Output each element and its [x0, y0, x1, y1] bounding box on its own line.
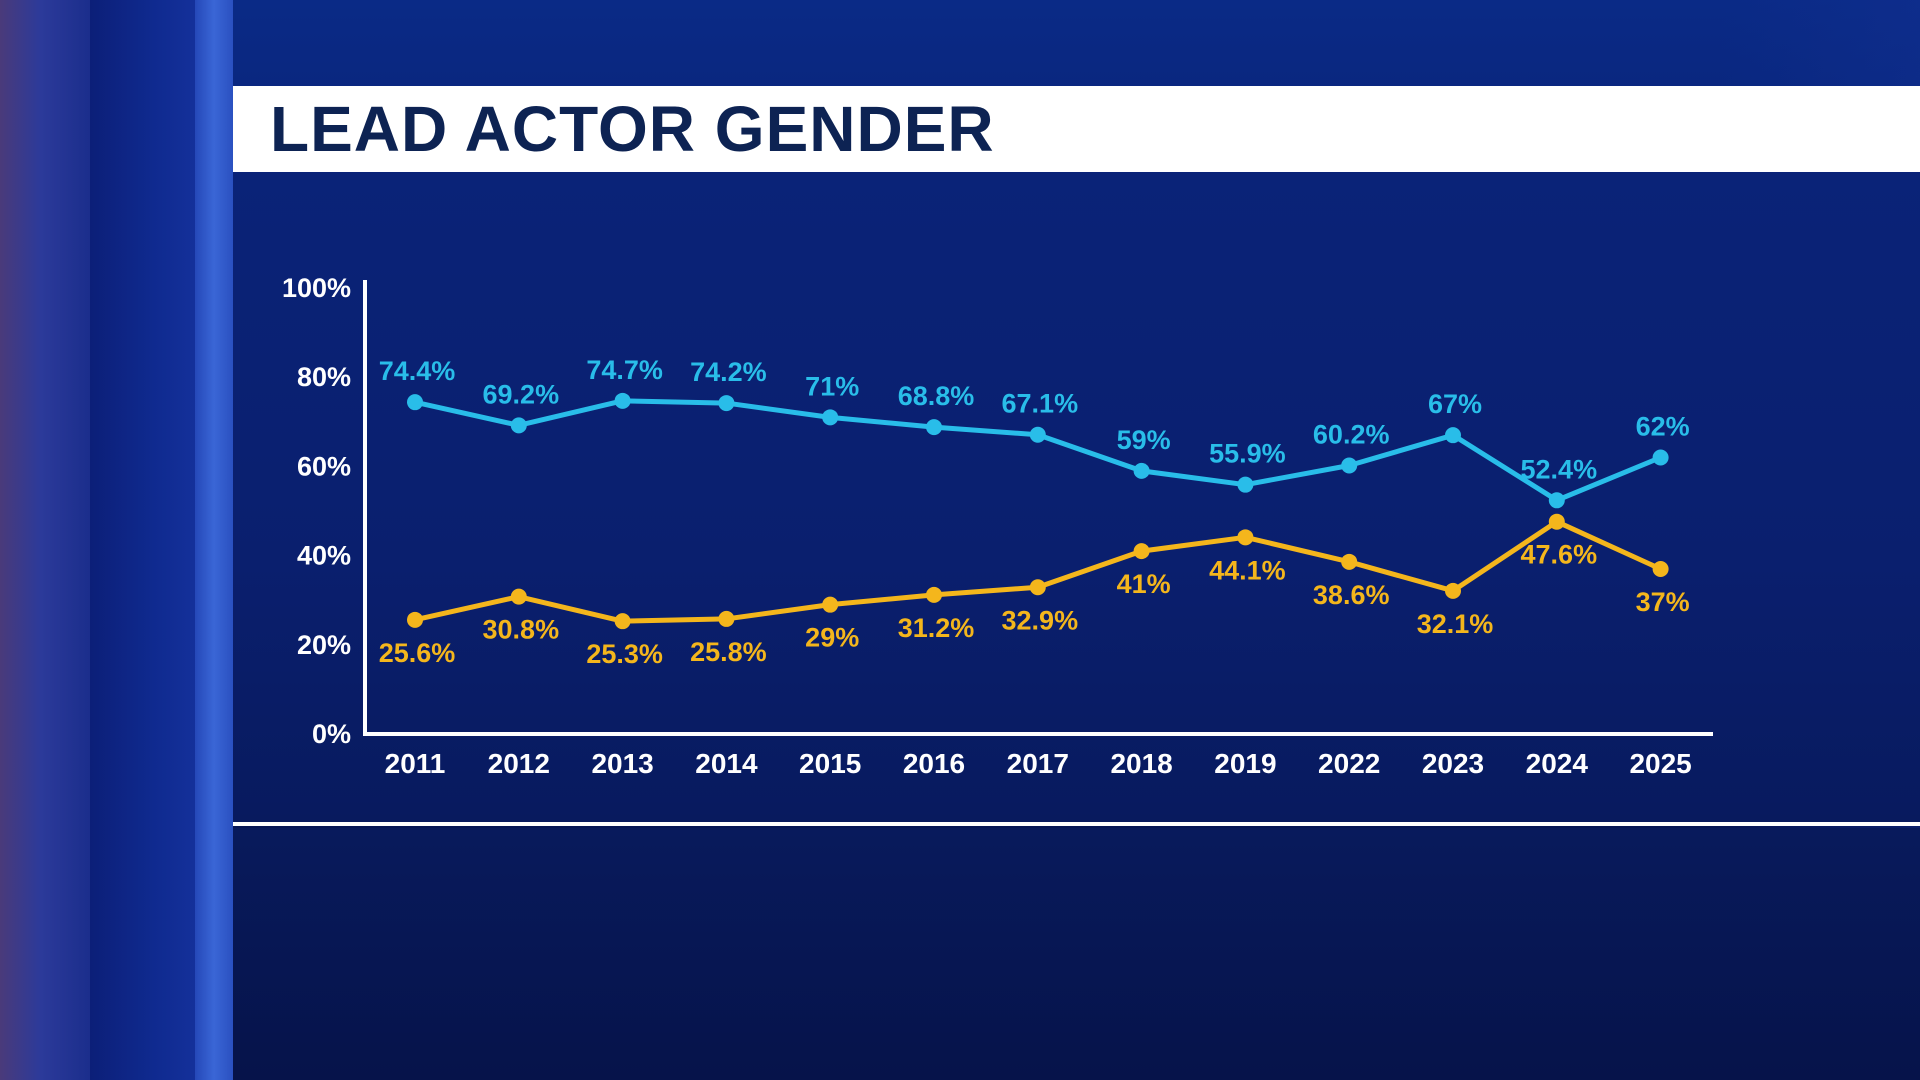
data-label: 41%	[1117, 569, 1171, 599]
x-tick-label: 2022	[1318, 748, 1380, 779]
data-point	[926, 586, 942, 603]
x-tick-label: 2013	[591, 748, 653, 779]
data-label: 38.6%	[1313, 580, 1390, 610]
data-label: 69.2%	[483, 379, 560, 409]
data-point	[1237, 476, 1254, 493]
data-point	[1133, 543, 1150, 560]
data-point	[1548, 513, 1565, 530]
data-label: 30.8%	[483, 615, 560, 645]
data-label: 25.6%	[379, 638, 456, 668]
x-tick-label: 2023	[1422, 748, 1484, 779]
x-tick-label: 2017	[1007, 748, 1069, 779]
data-label: 62%	[1636, 411, 1690, 441]
data-point	[718, 610, 735, 627]
data-label: 31.2%	[898, 613, 975, 643]
divider-rule	[233, 822, 1920, 826]
data-point	[1133, 462, 1150, 479]
data-point	[407, 611, 423, 628]
data-point	[1652, 449, 1669, 466]
y-tick-label: 40%	[297, 541, 351, 571]
data-point	[1341, 553, 1358, 570]
data-label: 67.1%	[1002, 389, 1079, 419]
x-tick-label: 2011	[385, 748, 446, 779]
data-point	[1652, 560, 1669, 577]
data-point	[1341, 457, 1358, 474]
data-label: 74.4%	[379, 356, 456, 386]
y-tick-label: 80%	[297, 362, 351, 392]
data-point	[1029, 579, 1046, 596]
x-tick-label: 2025	[1629, 748, 1691, 779]
data-point	[1548, 492, 1565, 509]
data-point	[822, 409, 839, 426]
studio-panel-accent	[195, 0, 233, 1080]
data-label: 74.2%	[690, 357, 767, 387]
x-tick-label: 2014	[695, 748, 758, 779]
data-point	[1445, 582, 1461, 599]
data-label: 37%	[1636, 587, 1690, 617]
chart-background	[233, 170, 1920, 825]
data-label: 71%	[805, 371, 859, 401]
data-point	[1445, 427, 1461, 444]
x-tick-label: 2018	[1110, 748, 1172, 779]
x-tick-label: 2019	[1214, 748, 1276, 779]
lower-background	[233, 828, 1920, 1080]
x-tick-label: 2024	[1526, 748, 1589, 779]
chart-title: LEAD ACTOR GENDER	[270, 93, 995, 165]
data-label: 25.8%	[690, 637, 767, 667]
data-label: 74.7%	[586, 355, 663, 385]
data-point	[510, 588, 527, 605]
data-point	[718, 395, 735, 412]
data-label: 25.3%	[586, 639, 663, 669]
data-label: 47.6%	[1521, 540, 1598, 570]
data-label: 68.8%	[898, 381, 975, 411]
data-point	[1237, 529, 1254, 546]
data-label: 52.4%	[1521, 454, 1598, 484]
y-tick-label: 60%	[297, 451, 351, 481]
studio-panel-left	[0, 0, 90, 1080]
data-label: 55.9%	[1209, 439, 1286, 469]
data-point	[926, 419, 942, 436]
title-bar	[233, 86, 1920, 172]
x-tick-label: 2016	[903, 748, 965, 779]
data-label: 44.1%	[1209, 555, 1286, 585]
data-point	[822, 596, 839, 613]
data-label: 67%	[1428, 389, 1482, 419]
data-point	[1029, 426, 1046, 443]
data-point	[407, 394, 423, 411]
data-point	[510, 417, 527, 434]
data-label: 60.2%	[1313, 420, 1390, 450]
data-label: 29%	[805, 623, 859, 653]
y-tick-label: 100%	[282, 273, 351, 303]
data-point	[614, 613, 631, 630]
data-point	[614, 392, 631, 409]
studio-panel-middle	[90, 0, 195, 1080]
y-tick-label: 0%	[312, 719, 351, 749]
x-tick-label: 2012	[488, 748, 550, 779]
y-tick-label: 20%	[297, 630, 351, 660]
data-label: 59%	[1117, 425, 1171, 455]
x-tick-label: 2015	[799, 748, 861, 779]
data-label: 32.1%	[1417, 609, 1494, 639]
data-label: 32.9%	[1002, 605, 1079, 635]
